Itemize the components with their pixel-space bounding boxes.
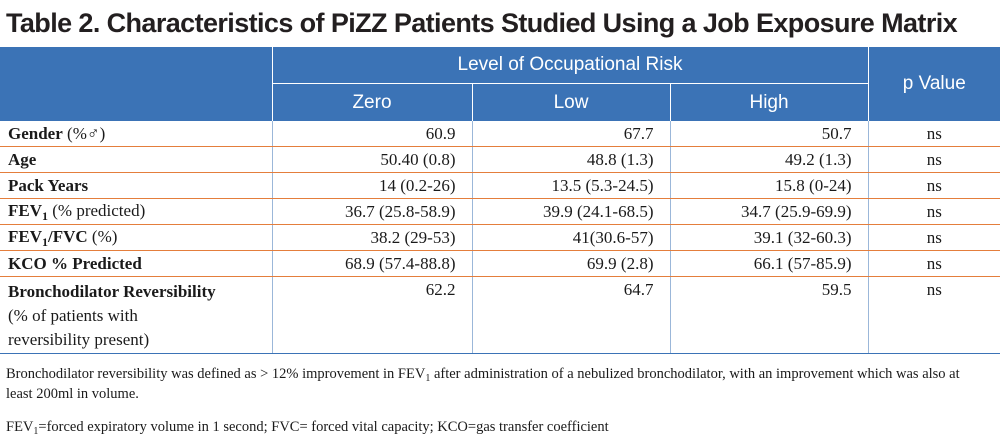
row-label-age: Age	[0, 146, 272, 173]
characteristics-table: Level of Occupational Risk p Value Zero …	[0, 47, 1000, 354]
cell-low: 69.9 (2.8)	[471, 250, 670, 277]
row-label-kco: KCO % Predicted	[0, 250, 272, 277]
cell-p: ns	[867, 198, 1000, 225]
table-title: Table 2. Characteristics of PiZZ Patient…	[6, 8, 958, 38]
row-label-fev1: FEV1 (% predicted)	[0, 198, 272, 225]
header-low: Low	[471, 83, 670, 121]
table-row: Bronchodilator Reversibility (% of patie…	[0, 276, 1000, 354]
cell-low: 41(30.6-57)	[471, 224, 670, 251]
table-row: Gender (%♂) 60.9 67.7 50.7 ns	[0, 121, 1000, 147]
cell-high: 49.2 (1.3)	[669, 146, 869, 173]
cell-low: 39.9 (24.1-68.5)	[471, 198, 670, 225]
cell-high: 39.1 (32-60.3)	[669, 224, 869, 251]
cell-high: 66.1 (57-85.9)	[669, 250, 869, 277]
header-occupational-risk: Level of Occupational Risk	[271, 47, 869, 84]
cell-high: 15.8 (0-24)	[669, 172, 869, 199]
cell-high: 34.7 (25.9-69.9)	[669, 198, 869, 225]
cell-high: 50.7	[669, 121, 869, 147]
table-row: Age 50.40 (0.8) 48.8 (1.3) 49.2 (1.3) ns	[0, 146, 1000, 173]
row-label-fev1-fvc: FEV1/FVC (%)	[0, 224, 272, 251]
cell-low: 13.5 (5.3-24.5)	[471, 172, 670, 199]
cell-p: ns	[867, 146, 1000, 173]
header-high: High	[669, 83, 869, 121]
row-label-pack-years: Pack Years	[0, 172, 272, 199]
cell-zero: 50.40 (0.8)	[271, 146, 472, 173]
cell-low: 64.7	[471, 276, 670, 354]
footnote-abbreviations: FEV1=forced expiratory volume in 1 secon…	[6, 419, 609, 437]
cell-p: ns	[867, 276, 1000, 354]
table-row: Pack Years 14 (0.2-26) 13.5 (5.3-24.5) 1…	[0, 172, 1000, 199]
cell-zero: 38.2 (29-53)	[271, 224, 472, 251]
header-zero: Zero	[271, 83, 472, 121]
header-empty-cell	[0, 47, 272, 121]
cell-zero: 60.9	[271, 121, 472, 147]
cell-p: ns	[867, 224, 1000, 251]
cell-p: ns	[867, 172, 1000, 199]
cell-high: 59.5	[669, 276, 869, 354]
cell-zero: 62.2	[271, 276, 472, 354]
table-row: KCO % Predicted 68.9 (57.4-88.8) 69.9 (2…	[0, 250, 1000, 277]
cell-low: 67.7	[471, 121, 670, 147]
cell-zero: 68.9 (57.4-88.8)	[271, 250, 472, 277]
footnote-reversibility: Bronchodilator reversibility was defined…	[6, 366, 960, 402]
cell-p: ns	[867, 121, 1000, 147]
header-row-columns: Zero Low High	[0, 83, 1000, 121]
cell-p: ns	[867, 250, 1000, 277]
header-row-group: Level of Occupational Risk p Value	[0, 47, 1000, 121]
cell-low: 48.8 (1.3)	[471, 146, 670, 173]
cell-zero: 14 (0.2-26)	[271, 172, 472, 199]
table-row: FEV1 (% predicted) 36.7 (25.8-58.9) 39.9…	[0, 198, 1000, 225]
header-p-value: p Value	[867, 47, 1000, 121]
table-row: FEV1/FVC (%) 38.2 (29-53) 41(30.6-57) 39…	[0, 224, 1000, 251]
row-label-gender: Gender (%♂)	[0, 121, 272, 147]
row-label-bronchodilator: Bronchodilator Reversibility (% of patie…	[0, 276, 272, 354]
cell-zero: 36.7 (25.8-58.9)	[271, 198, 472, 225]
